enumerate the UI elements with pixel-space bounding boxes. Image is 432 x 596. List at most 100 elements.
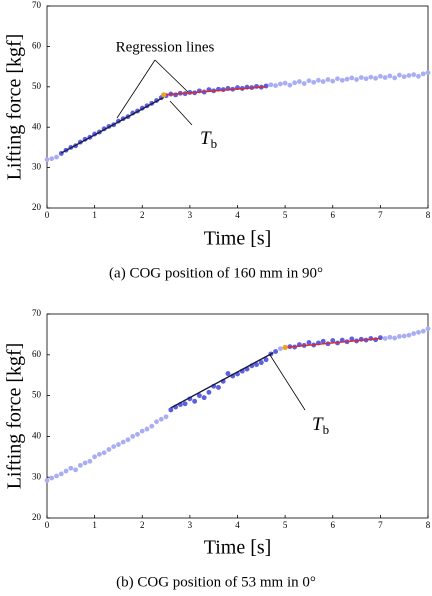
x-tick-label: 4	[235, 210, 240, 220]
x-tick-label: 2	[140, 210, 145, 220]
data-point	[273, 83, 278, 88]
data-point	[263, 357, 269, 363]
data-point	[339, 77, 345, 83]
data-point	[268, 82, 274, 88]
data-point	[382, 75, 388, 80]
regression-line	[170, 352, 274, 409]
data-point	[354, 77, 359, 82]
tb-pointer	[269, 354, 306, 411]
data-point	[377, 335, 383, 341]
data-point	[377, 73, 383, 79]
x-tick-label: 8	[426, 210, 431, 220]
tb-label: Tb	[312, 414, 329, 437]
data-point	[401, 74, 407, 80]
data-point	[368, 74, 374, 80]
data-point	[149, 423, 155, 429]
data-point	[125, 437, 131, 443]
data-point	[349, 75, 355, 81]
x-tick-label: 2	[140, 520, 145, 530]
data-point	[111, 444, 117, 449]
data-point	[273, 349, 278, 354]
data-point	[49, 156, 55, 162]
data-point	[425, 326, 431, 332]
data-point	[397, 334, 402, 339]
data-point	[411, 331, 417, 336]
data-point	[292, 80, 298, 86]
data-point	[416, 73, 421, 79]
data-point	[263, 83, 269, 89]
data-point	[363, 76, 369, 82]
y-tick-label: 30	[32, 162, 42, 172]
data-point	[163, 414, 169, 420]
y-tick-label: 50	[32, 390, 42, 400]
x-tick-label: 8	[426, 520, 431, 530]
data-point	[320, 79, 326, 84]
x-tick-label: 5	[283, 520, 288, 530]
data-point	[182, 401, 188, 407]
y-tick-label: 60	[32, 40, 42, 50]
data-point	[101, 450, 107, 456]
x-tick-label: 0	[45, 520, 50, 530]
data-point	[325, 77, 331, 82]
data-point	[387, 334, 393, 340]
data-point	[358, 75, 364, 80]
data-point	[63, 468, 69, 474]
data-point	[320, 338, 326, 344]
x-tick-label: 7	[378, 520, 383, 530]
annotation-pointer	[116, 59, 156, 119]
data-point	[254, 362, 259, 367]
data-point	[411, 72, 417, 78]
data-point	[306, 340, 312, 345]
tb-point	[282, 344, 288, 351]
data-point	[54, 473, 59, 479]
data-point	[420, 328, 426, 334]
data-point	[297, 79, 302, 84]
data-point	[335, 76, 340, 82]
data-point	[54, 154, 59, 160]
y-tick-label: 20	[32, 202, 42, 212]
y-tick-label: 70	[32, 308, 42, 318]
tb-main: T	[200, 128, 212, 149]
data-point	[154, 419, 159, 425]
plot-frame	[46, 313, 429, 519]
tb-subscript: b	[211, 136, 218, 151]
annotation: Regression lines	[116, 39, 215, 55]
y-axis-label: Lifting force [kgf]	[4, 34, 26, 181]
data-point	[87, 458, 93, 464]
tb-point	[161, 92, 167, 98]
y-tick-label: 40	[32, 430, 42, 440]
x-tick-label: 3	[188, 210, 193, 220]
data-point	[373, 75, 379, 81]
data-point	[392, 75, 398, 81]
data-point	[92, 454, 98, 460]
data-point	[68, 465, 74, 471]
data-point	[225, 371, 231, 376]
data-point	[387, 73, 393, 79]
annotation-pointer	[154, 59, 189, 93]
data-point	[201, 395, 207, 401]
data-point	[135, 431, 140, 437]
data-point	[120, 439, 126, 445]
data-point	[306, 78, 312, 84]
data-point	[392, 335, 398, 341]
x-tick-label: 6	[331, 210, 336, 220]
x-tick-label: 0	[45, 210, 50, 220]
x-tick-label: 4	[235, 520, 240, 530]
data-point	[311, 79, 317, 85]
tb-main: T	[312, 414, 324, 435]
y-tick-label: 20	[32, 512, 42, 522]
regression-line	[60, 96, 165, 154]
data-point	[420, 71, 426, 77]
data-point	[316, 77, 321, 83]
x-axis-label: Time [s]	[204, 228, 272, 250]
regression-line	[285, 337, 381, 349]
tb-pointer	[169, 100, 193, 126]
tb-subscript: b	[323, 422, 330, 437]
data-point	[139, 428, 145, 434]
data-point	[277, 346, 283, 352]
data-point	[44, 478, 50, 483]
regression-line	[163, 86, 267, 96]
x-tick-label: 3	[188, 520, 193, 530]
data-point	[344, 76, 350, 82]
tb-label: Tb	[200, 128, 217, 151]
